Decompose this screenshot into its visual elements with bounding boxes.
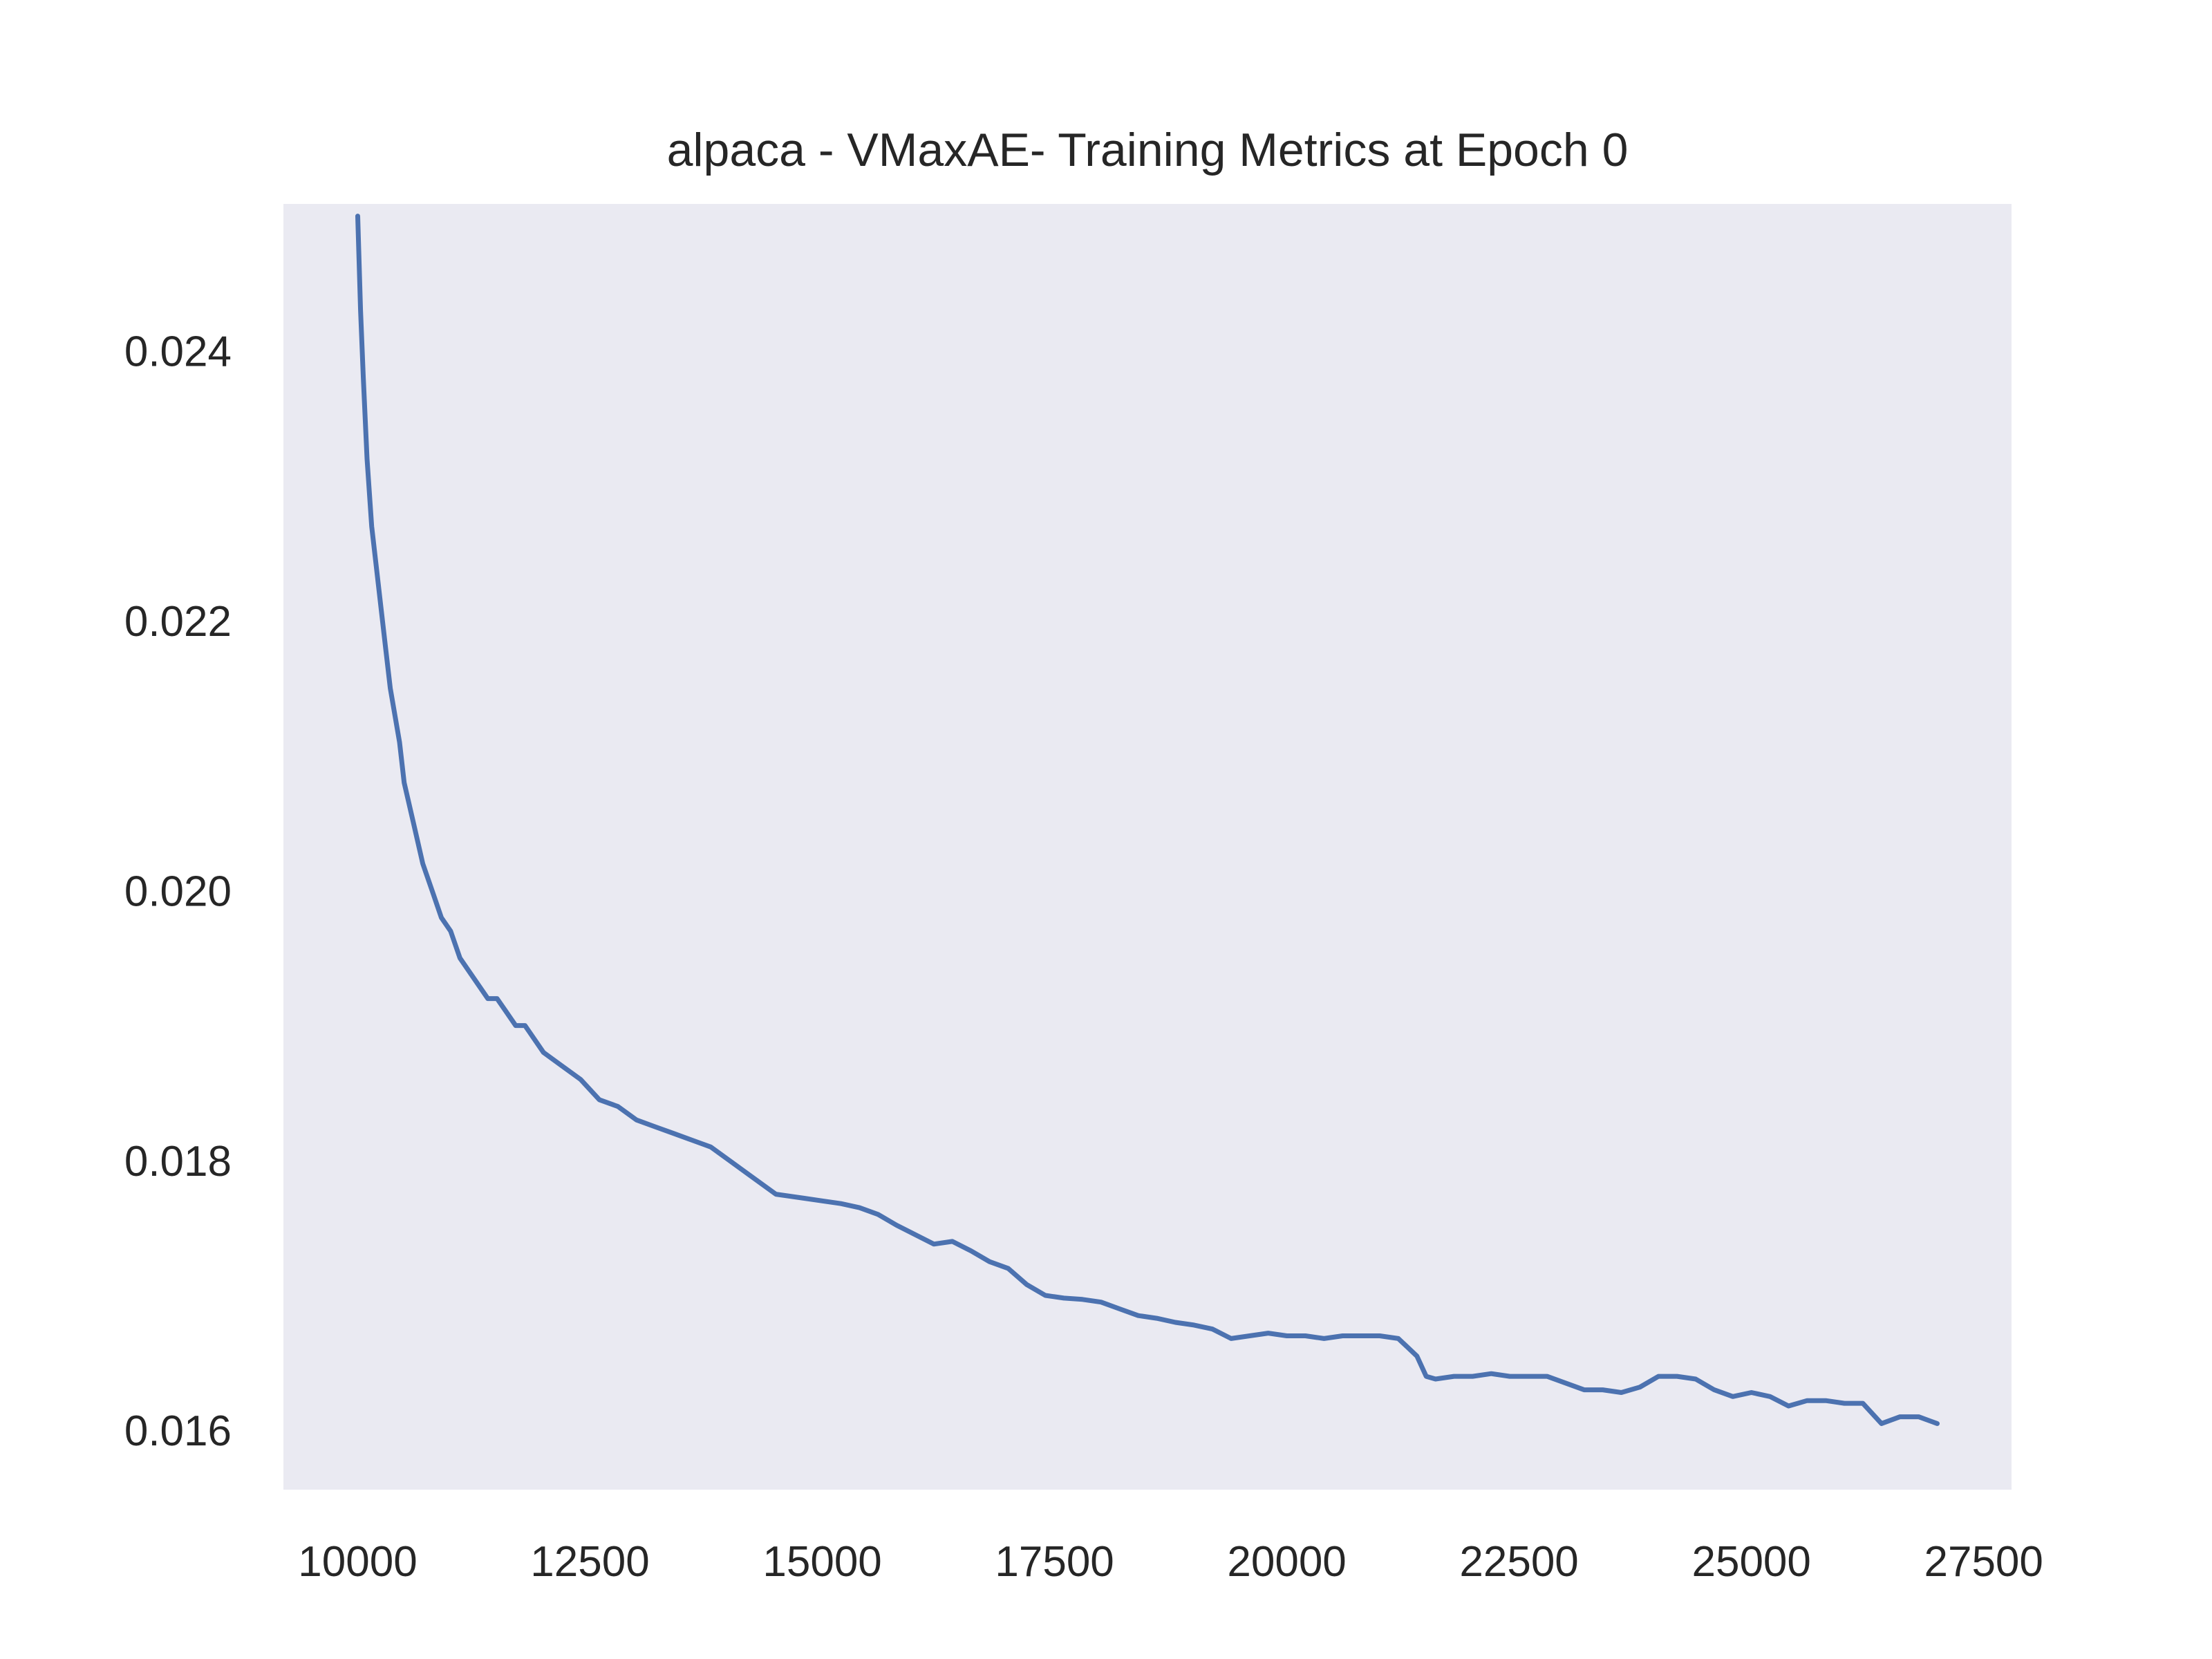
plot-background bbox=[283, 204, 2012, 1490]
x-tick-label: 17500 bbox=[995, 1538, 1114, 1586]
y-tick-label: 0.022 bbox=[124, 598, 232, 646]
x-tick-label: 22500 bbox=[1459, 1538, 1578, 1586]
x-tick-label: 27500 bbox=[1924, 1538, 2043, 1586]
x-tick-label: 12500 bbox=[530, 1538, 649, 1586]
y-axis-ticks: 0.016 0.018 0.020 0.022 0.024 bbox=[124, 328, 232, 1455]
y-tick-label: 0.018 bbox=[124, 1138, 232, 1185]
x-tick-label: 10000 bbox=[298, 1538, 417, 1586]
series-layer bbox=[355, 214, 1940, 1426]
series-line-0 bbox=[355, 214, 1940, 1426]
y-tick-label: 0.020 bbox=[124, 868, 232, 915]
x-axis-ticks: 10000 12500 15000 17500 20000 22500 25000 27500 bbox=[298, 1538, 2043, 1586]
chart-title: alpaca - VMaxAE- Training Metrics at Epo… bbox=[667, 124, 1629, 176]
x-tick-label: 15000 bbox=[762, 1538, 881, 1586]
x-tick-label: 25000 bbox=[1691, 1538, 1810, 1586]
y-tick-label: 0.016 bbox=[124, 1407, 232, 1455]
x-tick-label: 20000 bbox=[1227, 1538, 1346, 1586]
y-tick-label: 0.024 bbox=[124, 328, 232, 376]
